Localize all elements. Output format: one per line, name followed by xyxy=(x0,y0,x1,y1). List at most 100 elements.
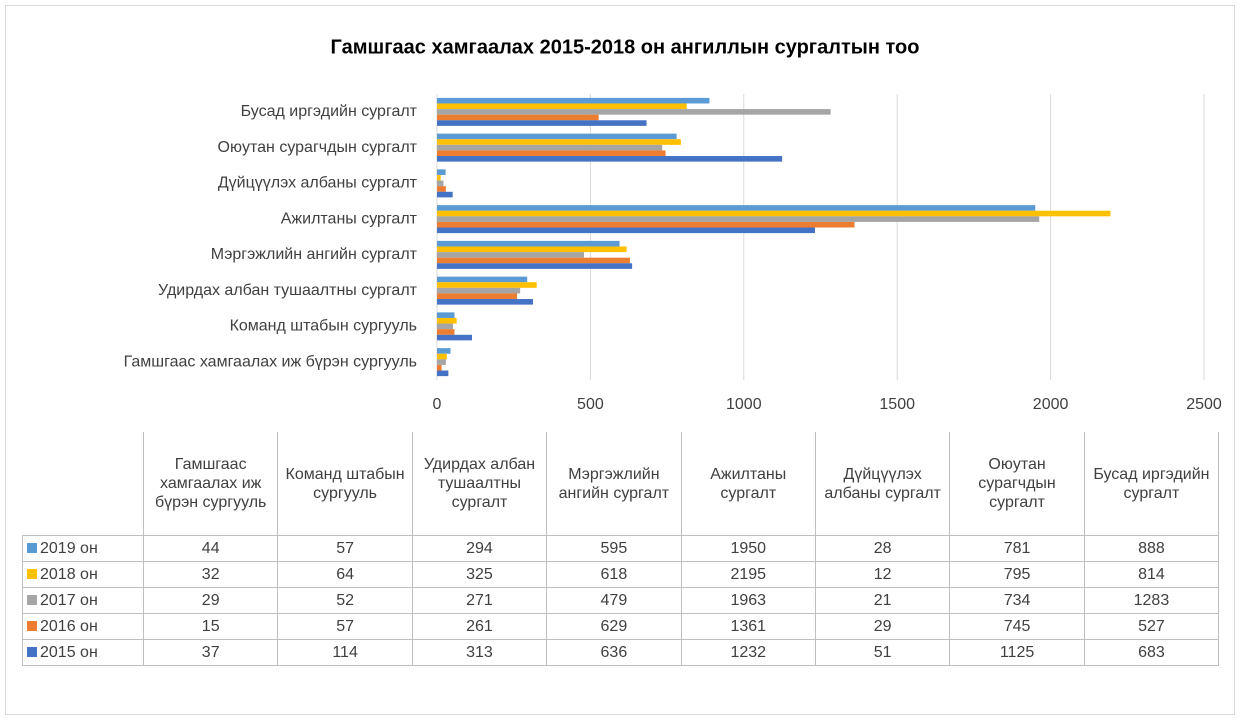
table-header: Оюутан сурагчдын сургалт xyxy=(949,432,1085,536)
y-tick-label: Гамшгаас хамгаалах иж бүрэн сургууль xyxy=(124,353,417,370)
bar xyxy=(437,370,449,377)
table-value: 114 xyxy=(277,639,413,666)
table-value: 28 xyxy=(814,535,951,562)
table-value: 261 xyxy=(411,613,548,640)
table-value: 1963 xyxy=(680,587,816,614)
legend-cell: 2015 он xyxy=(22,639,144,666)
legend-label: 2017 он xyxy=(40,591,98,609)
bar xyxy=(437,353,447,360)
bar xyxy=(437,144,663,151)
table-value: 781 xyxy=(949,535,1085,562)
bar xyxy=(437,139,681,145)
bar xyxy=(437,263,633,269)
table-value: 683 xyxy=(1083,639,1220,666)
table-value: 271 xyxy=(411,587,548,614)
bar xyxy=(437,227,815,234)
table-value: 636 xyxy=(546,639,682,666)
legend-cell: 2017 он xyxy=(22,587,144,614)
table-value: 814 xyxy=(1083,561,1220,588)
bar xyxy=(437,348,451,354)
y-tick-label: Мэргэжлийн ангийн сургалт xyxy=(211,246,418,263)
table-value: 1950 xyxy=(680,535,816,562)
bar xyxy=(437,359,446,365)
table-corner xyxy=(23,432,144,536)
bar xyxy=(437,299,534,305)
legend-cell: 2019 он xyxy=(22,535,144,562)
bar xyxy=(437,191,453,198)
x-tick-label: 2000 xyxy=(1033,396,1069,413)
table-value: 1232 xyxy=(680,639,816,666)
table-value: 629 xyxy=(546,613,682,640)
data-table: Гамшгаас хамгаалах иж бүрэн сургууль Кома… xyxy=(22,432,1220,666)
chart-title: Гамшгаас хамгаалах 2015-2018 он ангиллын… xyxy=(331,36,920,58)
table-header: Мэргэжлийн ангийн сургалт xyxy=(546,432,682,536)
table-value: 57 xyxy=(277,613,413,640)
x-tick-label: 500 xyxy=(577,396,604,413)
bar xyxy=(437,109,831,115)
bar xyxy=(437,323,453,330)
bar xyxy=(437,180,444,187)
legend-cell: 2016 он xyxy=(22,613,144,640)
bar xyxy=(437,186,446,192)
table-value: 479 xyxy=(546,587,682,614)
bar xyxy=(437,156,783,162)
bar xyxy=(437,114,599,121)
table-row: 2015 он 37 114 313 636 1232 51 1125 683 xyxy=(22,639,1220,666)
table-value: 29 xyxy=(814,613,951,640)
bar xyxy=(437,287,521,294)
bar xyxy=(437,334,472,341)
table-value: 734 xyxy=(949,587,1085,614)
table-value: 57 xyxy=(277,535,413,562)
bar xyxy=(437,276,528,283)
bar xyxy=(437,169,446,175)
table-value: 51 xyxy=(814,639,951,666)
bar xyxy=(437,133,677,140)
table-value: 888 xyxy=(1083,535,1220,562)
table-value: 618 xyxy=(546,561,682,588)
legend-swatch xyxy=(27,568,37,579)
bar xyxy=(437,205,1036,211)
table-value: 745 xyxy=(949,613,1085,640)
table-value: 595 xyxy=(546,535,682,562)
legend-label: 2015 он xyxy=(40,643,98,661)
bar xyxy=(437,103,687,110)
table-header: Удирдах албан тушаалтны сургалт xyxy=(411,432,548,536)
table-row: 2017 он 29 52 271 479 1963 21 734 1283 xyxy=(22,587,1220,614)
table-header: Ажилтаны сургалт xyxy=(680,432,816,536)
y-tick-label: Команд штабын сургууль xyxy=(230,318,417,335)
bar xyxy=(437,317,457,324)
table-value: 21 xyxy=(814,587,951,614)
bar xyxy=(437,174,441,181)
x-tick-label: 0 xyxy=(433,396,442,413)
table-value: 294 xyxy=(411,535,548,562)
table-value: 44 xyxy=(142,535,279,562)
legend-swatch xyxy=(27,542,37,553)
legend-label: 2018 он xyxy=(40,565,98,583)
bar xyxy=(437,257,630,264)
table-header-row: Гамшгаас хамгаалах иж бүрэн сургууль Кома… xyxy=(23,432,1220,536)
table-value: 325 xyxy=(411,561,548,588)
table-value: 12 xyxy=(814,561,951,588)
table-header: Гамшгаас хамгаалах иж бүрэн сургууль xyxy=(142,432,279,536)
bar xyxy=(437,312,455,318)
y-tick-label: Оюутан сурагчдын сургалт xyxy=(218,139,418,156)
bar xyxy=(437,293,518,300)
bar xyxy=(437,252,584,258)
y-tick-label: Дүйцүүлэх албаны сургалт xyxy=(218,175,418,192)
table-row: 2018 он 32 64 325 618 2195 12 795 814 xyxy=(22,561,1220,588)
legend-swatch xyxy=(27,620,37,631)
bar xyxy=(437,246,627,253)
bar xyxy=(437,282,537,288)
chart-frame xyxy=(5,5,1235,715)
table-value: 15 xyxy=(142,613,279,640)
table-value: 64 xyxy=(277,561,413,588)
table-value: 2195 xyxy=(680,561,816,588)
x-tick-label: 1000 xyxy=(726,396,762,413)
table-header: Дүйцүүлэх албаны сургалт xyxy=(814,432,951,536)
x-tick-label: 1500 xyxy=(879,396,915,413)
bar xyxy=(437,221,855,228)
table-value: 1283 xyxy=(1083,587,1220,614)
bar xyxy=(437,97,710,104)
